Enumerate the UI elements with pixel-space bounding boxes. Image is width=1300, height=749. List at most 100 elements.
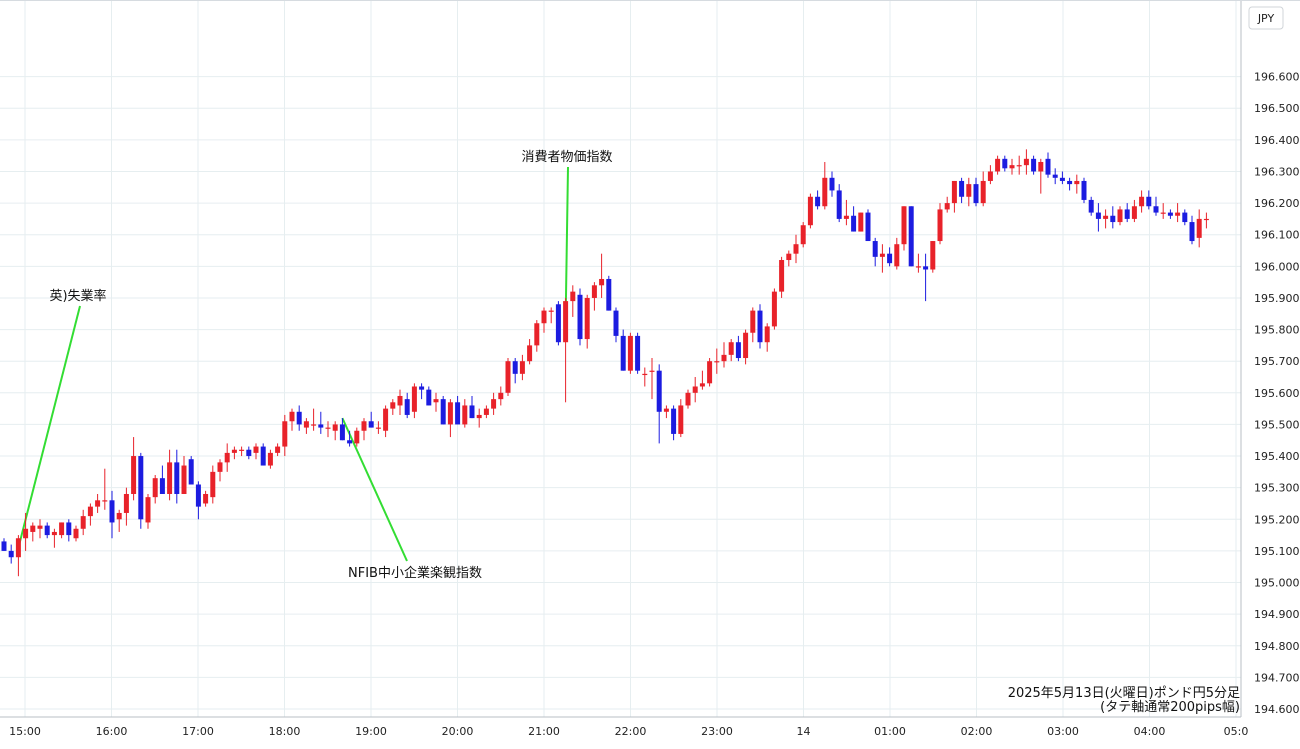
candle-body bbox=[887, 253, 893, 264]
candle-body bbox=[642, 373, 648, 376]
y-tick-label: 194.800 bbox=[1254, 640, 1300, 653]
candle-body bbox=[203, 493, 209, 504]
candle bbox=[397, 389, 403, 415]
candle bbox=[995, 155, 1001, 175]
candle bbox=[512, 358, 518, 384]
candle bbox=[152, 475, 158, 504]
candle-body bbox=[131, 456, 137, 494]
annotation-label: 消費者物価指数 bbox=[521, 150, 612, 165]
x-tick-label: 03:00 bbox=[1047, 725, 1079, 738]
candle-body bbox=[325, 427, 331, 429]
candle bbox=[296, 405, 302, 431]
candle-body bbox=[95, 500, 101, 507]
x-tick-label: 18:00 bbox=[269, 725, 301, 738]
candle bbox=[411, 383, 417, 419]
candle-body bbox=[260, 446, 266, 466]
candle bbox=[275, 443, 281, 457]
candle bbox=[851, 206, 857, 232]
candle bbox=[332, 421, 338, 441]
candle bbox=[699, 370, 705, 390]
candle bbox=[764, 323, 770, 352]
candle bbox=[728, 339, 734, 362]
candle-body bbox=[1203, 218, 1209, 221]
candle bbox=[937, 203, 943, 245]
candle-body bbox=[685, 392, 691, 406]
candle-body bbox=[548, 310, 554, 312]
candle bbox=[930, 241, 936, 273]
candle bbox=[1095, 203, 1101, 232]
candle bbox=[239, 446, 245, 457]
y-tick-label: 196.300 bbox=[1254, 165, 1300, 178]
candle-body bbox=[786, 253, 792, 261]
candle bbox=[757, 304, 763, 349]
candle-body bbox=[678, 405, 684, 434]
candle bbox=[671, 405, 677, 441]
candle-body bbox=[1088, 199, 1094, 213]
candle bbox=[339, 418, 345, 441]
candle bbox=[714, 348, 720, 374]
candle-body bbox=[447, 402, 453, 425]
candle bbox=[771, 288, 777, 330]
candle-body bbox=[383, 408, 389, 431]
candle bbox=[361, 418, 367, 441]
candle bbox=[548, 307, 554, 324]
candle bbox=[635, 332, 641, 374]
chart-caption-line2: (タテ軸通常200pips幅) bbox=[1100, 700, 1240, 715]
candle bbox=[541, 307, 547, 333]
candle bbox=[37, 519, 43, 539]
candle-body bbox=[1117, 209, 1123, 223]
candle bbox=[311, 408, 317, 431]
candle-body bbox=[483, 408, 489, 415]
candle-body bbox=[37, 525, 43, 529]
candle-body bbox=[231, 449, 237, 453]
candle bbox=[260, 443, 266, 466]
candle bbox=[447, 399, 453, 438]
candle bbox=[1009, 158, 1015, 175]
candle bbox=[750, 307, 756, 343]
candle bbox=[1167, 209, 1173, 219]
candle-body bbox=[512, 361, 518, 374]
x-tick-label: 15:00 bbox=[9, 725, 41, 738]
candle bbox=[663, 405, 669, 419]
candle bbox=[606, 275, 612, 311]
candle bbox=[721, 342, 727, 368]
candle-body bbox=[397, 395, 403, 406]
candle bbox=[1038, 158, 1044, 194]
x-tick-label: 01:00 bbox=[874, 725, 906, 738]
candle-body bbox=[498, 392, 504, 400]
candle-body bbox=[620, 335, 626, 371]
candle bbox=[735, 335, 741, 362]
candle-body bbox=[361, 421, 367, 431]
candle-body bbox=[1038, 161, 1044, 172]
candle bbox=[915, 253, 921, 273]
candle bbox=[1023, 149, 1029, 175]
y-tick-label: 194.600 bbox=[1254, 703, 1300, 716]
candle bbox=[195, 481, 201, 520]
candle bbox=[1139, 190, 1145, 213]
candle-body bbox=[469, 405, 475, 419]
candle-body bbox=[1016, 165, 1022, 167]
candle bbox=[685, 389, 691, 409]
candle bbox=[872, 237, 878, 267]
candle bbox=[231, 446, 237, 460]
candle-body bbox=[1081, 180, 1087, 200]
annotation-label: NFIB中小企業楽観指数 bbox=[348, 565, 482, 581]
candle-body bbox=[303, 421, 309, 428]
candle-body bbox=[771, 291, 777, 327]
candle-body bbox=[627, 335, 633, 371]
y-tick-label: 195.400 bbox=[1254, 450, 1300, 463]
candle-body bbox=[937, 209, 943, 242]
currency-label: JPY bbox=[1257, 12, 1275, 25]
candle-body bbox=[123, 493, 129, 513]
candle bbox=[1052, 168, 1058, 185]
candle bbox=[325, 421, 331, 438]
annotation-leader-line bbox=[341, 417, 408, 562]
candle bbox=[138, 452, 144, 529]
candle bbox=[440, 395, 446, 425]
candle-body bbox=[1059, 177, 1065, 181]
candle bbox=[224, 443, 230, 472]
candle-body bbox=[1153, 206, 1159, 213]
candle bbox=[433, 392, 439, 412]
candle bbox=[217, 459, 223, 482]
candle bbox=[584, 294, 590, 349]
